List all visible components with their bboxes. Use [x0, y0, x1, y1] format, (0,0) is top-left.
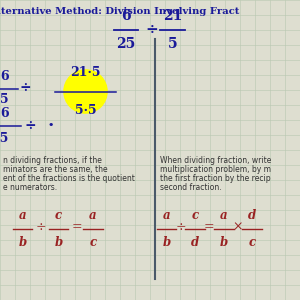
Text: 21: 21 [163, 8, 182, 22]
Text: b: b [54, 236, 63, 248]
Text: ÷: ÷ [20, 81, 31, 95]
Text: ×: × [233, 220, 243, 234]
Text: 5: 5 [0, 93, 9, 106]
Text: 6: 6 [0, 107, 9, 120]
Text: c: c [55, 209, 62, 222]
Text: a: a [89, 209, 97, 222]
Text: 21·5: 21·5 [70, 67, 101, 80]
Text: c: c [191, 209, 199, 222]
Text: d: d [191, 236, 199, 248]
Text: a: a [163, 209, 170, 222]
Text: 5: 5 [168, 38, 177, 52]
Text: the first fraction by the recip: the first fraction by the recip [160, 174, 271, 183]
Text: 25: 25 [116, 38, 136, 52]
Text: d: d [248, 209, 256, 222]
Text: a: a [19, 209, 26, 222]
Text: minators are the same, the: minators are the same, the [3, 165, 108, 174]
Text: b: b [18, 236, 27, 248]
Text: =: = [71, 220, 82, 234]
Text: ÷: ÷ [35, 220, 46, 234]
Text: e numerators.: e numerators. [3, 183, 57, 192]
Text: ent of the fractions is the quotient: ent of the fractions is the quotient [3, 174, 135, 183]
Text: b: b [220, 236, 228, 248]
Text: 25: 25 [0, 132, 9, 145]
Text: c: c [89, 236, 97, 248]
Circle shape [64, 70, 107, 113]
Text: ÷: ÷ [176, 220, 186, 234]
Text: second fraction.: second fraction. [160, 183, 222, 192]
Text: multiplication problem, by m: multiplication problem, by m [160, 165, 272, 174]
Text: ÷: ÷ [24, 119, 36, 133]
Text: a: a [220, 209, 227, 222]
Text: c: c [249, 236, 256, 248]
Text: n dividing fractions, if the: n dividing fractions, if the [3, 156, 102, 165]
Text: ÷: ÷ [145, 23, 158, 37]
Text: b: b [162, 236, 171, 248]
Text: lternative Method: Division Involving Fract: lternative Method: Division Involving Fr… [0, 8, 239, 16]
Text: 6: 6 [0, 70, 9, 83]
Text: 5·5: 5·5 [75, 103, 96, 116]
Text: 6: 6 [121, 8, 131, 22]
Text: =: = [204, 220, 215, 234]
Text: When dividing fraction, write: When dividing fraction, write [160, 156, 272, 165]
Text: ·: · [48, 117, 54, 135]
